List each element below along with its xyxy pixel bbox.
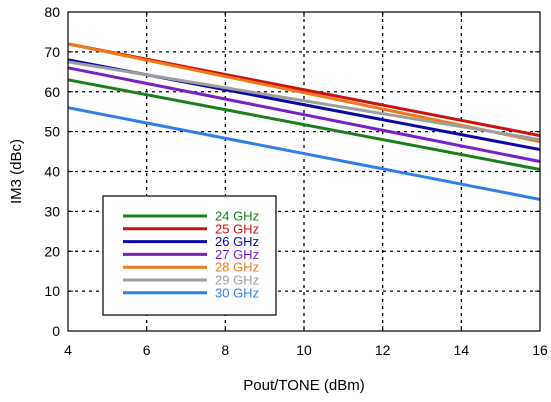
x-tick-label: 10 [296, 342, 312, 358]
x-tick-label: 4 [64, 342, 72, 358]
y-axis-label: IM3 (dBc) [8, 139, 25, 204]
x-tick-label: 12 [375, 342, 391, 358]
legend-label: 29 GHz [215, 273, 259, 288]
y-tick-label: 0 [52, 323, 60, 339]
x-axis-label: Pout/TONE (dBm) [243, 377, 364, 394]
legend-label: 28 GHz [215, 260, 259, 275]
x-tick-label: 8 [221, 342, 229, 358]
axis-ticks: 4 6 8 10 12 14 16 0 10 20 30 40 50 60 70 80 [44, 4, 548, 358]
x-tick-label: 14 [454, 342, 470, 358]
series-line-24-ghz [67, 78, 541, 171]
x-tick-label: 16 [532, 342, 548, 358]
legend-label: 24 GHz [215, 209, 259, 224]
y-tick-label: 80 [44, 4, 60, 20]
y-tick-label: 30 [44, 203, 60, 219]
y-tick-label: 50 [44, 124, 60, 140]
legend-label: 25 GHz [215, 221, 259, 236]
y-tick-label: 20 [44, 243, 60, 259]
series-line-30-ghz [67, 106, 541, 201]
x-tick-label: 6 [143, 342, 151, 358]
legend-label: 26 GHz [215, 234, 259, 249]
y-tick-label: 40 [44, 164, 60, 180]
series-lines [67, 42, 541, 201]
y-tick-label: 70 [44, 44, 60, 60]
series-line-29-ghz [67, 60, 541, 142]
y-tick-label: 60 [44, 84, 60, 100]
legend-label: 27 GHz [215, 247, 259, 262]
series-line-27-ghz [67, 66, 541, 164]
legend-label: 30 GHz [215, 285, 259, 300]
y-tick-label: 10 [44, 283, 60, 299]
